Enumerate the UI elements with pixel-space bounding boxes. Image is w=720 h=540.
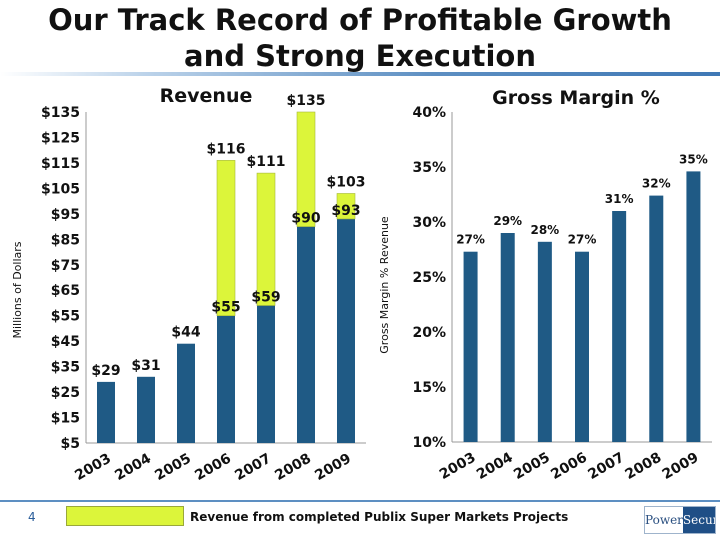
revenue-x-tick-2006: 2006 [192,451,234,484]
revenue-total-label-2003: $29 [91,363,120,379]
gross-margin-y-tick: 20% [412,325,446,341]
revenue-total-label-2006: $116 [207,141,246,157]
revenue-bar-base-2008 [297,226,315,443]
title-divider [0,72,720,76]
gross-margin-bar-2004 [500,233,515,442]
gross-margin-bar-2008 [649,195,664,442]
revenue-x-tick-2008: 2008 [272,451,314,484]
revenue-total-label-2008: $135 [287,93,326,109]
gross-margin-bar-2005 [537,241,552,442]
revenue-y-tick: $95 [51,207,80,223]
gross-margin-label-2008: 32% [642,177,671,191]
revenue-bar-publix-2009 [336,193,356,220]
revenue-total-label-2009: $103 [327,174,366,190]
gross-margin-label-2007: 31% [605,192,634,206]
revenue-y-tick: $5 [61,436,80,452]
gross-margin-y-tick: 10% [412,435,446,451]
revenue-x-tick-2005: 2005 [152,451,194,484]
revenue-base-label-2006: $55 [211,300,240,316]
revenue-x-tick-2007: 2007 [232,451,274,484]
revenue-bar-publix-2007 [256,172,276,306]
revenue-base-label-2008: $90 [291,211,320,227]
powersecure-logo: Power Secure [644,506,716,534]
revenue-base-label-2007: $59 [251,290,280,306]
gross-margin-x-tick-2008: 2008 [623,450,665,483]
revenue-y-tick: $35 [51,360,80,376]
revenue-bar-base-2006 [217,315,235,443]
revenue-bar-publix-2006 [216,160,236,316]
revenue-x-tick-2009: 2009 [312,451,354,484]
revenue-bar-base-2009 [337,218,355,443]
gross-margin-y-axis-label: Gross Margin % Revenue [378,216,391,354]
gross-margin-label-2003: 27% [456,233,485,247]
revenue-y-tick: $55 [51,309,80,325]
gross-margin-x-tick-2009: 2009 [660,450,702,483]
legend-label-publix: Revenue from completed Publix Super Mark… [190,510,569,524]
gross-margin-y-tick: 25% [412,270,446,286]
gross-margin-y-tick: 30% [412,215,446,231]
revenue-bar-base-2003 [97,381,115,443]
logo-word-power: Power [645,507,683,533]
revenue-bar-base-2005 [177,343,195,443]
revenue-y-tick: $65 [51,283,80,299]
gross-margin-x-tick-2006: 2006 [548,450,590,483]
revenue-y-tick: $135 [41,105,80,121]
gross-margin-chart-title: Gross Margin % [492,87,660,109]
gross-margin-x-tick-2003: 2003 [437,450,479,483]
revenue-base-label-2009: $93 [331,203,360,219]
revenue-x-tick-2004: 2004 [112,450,154,483]
revenue-x-tick-2003: 2003 [72,451,114,484]
legend-swatch-publix [66,506,184,526]
gross-margin-y-tick: 15% [412,380,446,396]
revenue-total-label-2005: $44 [171,325,200,341]
gross-margin-y-tick: 40% [412,105,446,121]
slide-title-line-2: and Strong Execution [184,39,536,73]
gross-margin-bar-2006 [575,251,589,442]
page-number: 4 [28,510,36,524]
slide-title: Our Track Record of Profitable Growth an… [0,2,720,74]
logo-word-secure: Secure [682,507,715,533]
gross-margin-x-tick-2007: 2007 [585,450,627,483]
revenue-y-tick: $75 [51,258,80,274]
gross-margin-label-2005: 28% [530,223,559,237]
gross-margin-label-2006: 27% [568,233,597,247]
revenue-bar-publix-2008 [296,111,316,227]
revenue-total-label-2007: $111 [247,154,286,170]
revenue-y-tick: $45 [51,334,80,350]
gross-margin-label-2004: 29% [493,214,522,228]
revenue-bar-base-2004 [137,376,155,443]
gross-margin-bar-2009 [686,171,701,442]
revenue-y-tick: $85 [51,232,80,248]
revenue-total-label-2004: $31 [131,358,160,374]
revenue-y-tick: $15 [51,411,80,427]
revenue-y-tick: $115 [41,156,80,172]
revenue-bar-base-2007 [257,305,275,443]
revenue-y-tick: $125 [41,130,80,146]
gross-margin-bar-2007 [612,211,627,442]
gross-margin-x-tick-2004: 2004 [474,449,516,482]
revenue-y-tick: $105 [41,181,80,197]
revenue-y-tick: $25 [51,385,80,401]
charts-canvas: Revenue $5 $15 $25 $35 $45 $55 $65 $75 $85 $95 $105… [11,85,712,484]
gross-margin-y-tick: 35% [412,160,446,176]
revenue-chart-title: Revenue [160,85,253,107]
footer-divider [0,500,720,502]
revenue-y-axis-label: Millions of Dollars [11,241,24,338]
gross-margin-bar-2003 [463,251,478,442]
slide-title-line-1: Our Track Record of Profitable Growth [48,3,672,37]
gross-margin-x-tick-2005: 2005 [511,450,553,483]
gross-margin-label-2009: 35% [679,152,708,166]
